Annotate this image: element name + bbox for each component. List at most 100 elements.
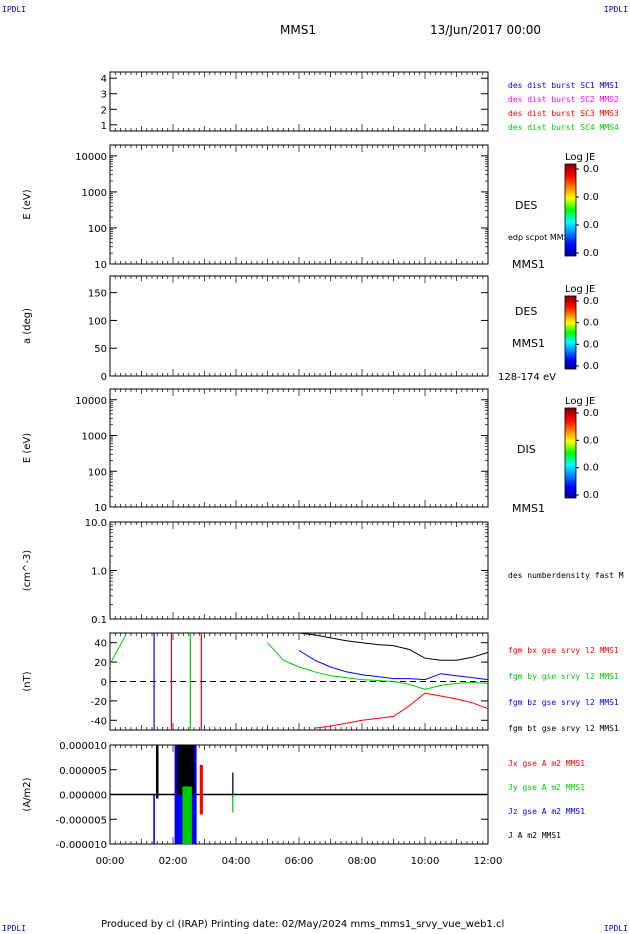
y-tick-label: 2 (101, 105, 107, 116)
colorbar-tick-label: 0.0 (583, 248, 599, 259)
panel-frame-dis_energy (109, 388, 489, 508)
panel-right-label: DIS (517, 443, 536, 456)
corner-label-bottom-left: IPDLI (2, 924, 27, 933)
current-burst (176, 745, 195, 795)
y-tick-label: 10000 (75, 152, 107, 163)
panel-frame-burst (109, 71, 489, 132)
spacecraft-title: MMS1 (280, 23, 316, 37)
y-tick-label: -20 (91, 697, 107, 708)
panel-right-label: DES (515, 305, 537, 318)
y-tick-label: 0 (101, 372, 107, 383)
y-axis-label: E (eV) (22, 433, 33, 463)
legend-entry: des numberdensity fast M (508, 571, 624, 580)
x-tick-label: 02:00 (159, 856, 188, 867)
date-title: 13/Jun/2017 00:00 (430, 23, 542, 37)
colorbar (564, 163, 577, 257)
y-tick-label: 1 (101, 121, 107, 132)
y-tick-label: 0.000005 (59, 766, 107, 777)
footer-credit: Produced by cl (IRAP) Printing date: 02/… (101, 919, 505, 930)
legend-entry: des dist burst SC3 MMS3 (508, 109, 619, 118)
y-axis-label: E (eV) (22, 189, 33, 219)
panel-right-label: MMS1 (512, 258, 545, 271)
y-tick-label: 10 (94, 503, 107, 514)
panel-frame-des_energy (109, 144, 489, 265)
panel-right-label: MMS1 (512, 502, 545, 515)
colorbar-tick-label: 0.0 (583, 164, 599, 175)
y-tick-label: 3 (101, 90, 107, 101)
colorbar-tick-label: 0.0 (583, 192, 599, 203)
legend-entry: fgm bt gse srvy l2 MMS1 (508, 724, 619, 733)
panel-right-label: MMS1 (512, 337, 545, 350)
y-tick-label: -0.000005 (56, 815, 107, 826)
legend-entry: Jz gse A m2 MMS1 (508, 807, 585, 816)
legend-entry: J A m2 MMS1 (508, 831, 561, 840)
current-burst (182, 786, 192, 844)
legend-entry: des dist burst SC4 MMS4 (508, 123, 619, 132)
colorbar-tick-label: 0.0 (583, 220, 599, 231)
series-line-bx (314, 692, 489, 729)
y-tick-label: 0.1 (91, 615, 107, 626)
y-tick-label: 4 (101, 74, 107, 85)
colorbar-title: Log JE (565, 396, 595, 407)
legend-entry: fgm by gse srvy l2 MMS1 (508, 672, 619, 681)
current-burst (232, 794, 234, 813)
x-tick-label: 12:00 (474, 856, 503, 867)
y-tick-label: 10.0 (85, 518, 107, 529)
colorbar-tick-label: 0.0 (583, 339, 599, 350)
colorbar-tick-label: 0.0 (583, 408, 599, 419)
legend-entry: Jy gse A m2 MMS1 (508, 783, 585, 792)
colorbar-tick-label: 0.0 (583, 318, 599, 329)
legend-entry: fgm bx gse srvy l2 MMS1 (508, 646, 619, 655)
y-tick-label: 0 (101, 678, 107, 689)
panel-right-label: 128-174 eV (498, 372, 556, 383)
colorbar-title: Log JE (565, 152, 595, 163)
y-axis-label: a (deg) (22, 308, 33, 344)
x-tick-label: 10:00 (411, 856, 440, 867)
y-tick-label: 150 (88, 289, 107, 300)
panel-right-label: DES (515, 199, 537, 212)
y-tick-label: 1000 (82, 432, 107, 443)
y-tick-label: 10000 (75, 396, 107, 407)
legend-entry: fgm bz gse srvy l2 MMS1 (508, 698, 619, 707)
current-burst (153, 794, 155, 844)
colorbar-tick-label: 0.0 (583, 361, 599, 372)
colorbar-title: Log JE (565, 284, 595, 295)
current-burst (232, 772, 234, 799)
y-tick-label: 20 (94, 658, 107, 669)
panel-frame-des_pitch (109, 275, 489, 377)
panel-frame-density (109, 521, 489, 620)
y-tick-label: 100 (88, 316, 107, 327)
corner-label-bottom-right: IPDLI (603, 924, 628, 933)
x-tick-label: 06:00 (285, 856, 314, 867)
current-burst (199, 765, 203, 815)
colorbar-tick-label: 0.0 (583, 296, 599, 307)
colorbar-tick-label: 0.0 (583, 463, 599, 474)
x-tick-label: 00:00 (96, 856, 125, 867)
y-tick-label: 10 (94, 260, 107, 271)
y-tick-label: -0.000010 (56, 840, 107, 851)
colorbar-tick-label: 0.0 (583, 435, 599, 446)
colorbar (564, 407, 577, 499)
y-tick-label: 100 (88, 224, 107, 235)
panel-right-label: edp scpot MMS1 (508, 233, 574, 242)
legend-entry: des dist burst SC2 MMS2 (508, 95, 619, 104)
y-axis-label: (A/m2) (22, 777, 33, 811)
y-tick-label: 50 (94, 344, 107, 355)
corner-label-top-left: IPDLI (2, 5, 27, 14)
y-tick-label: 40 (94, 639, 107, 650)
y-tick-label: 1000 (82, 188, 107, 199)
colorbar (564, 295, 577, 370)
series-line-bt (298, 632, 489, 661)
y-tick-label: -40 (91, 716, 107, 727)
x-tick-label: 04:00 (222, 856, 251, 867)
x-tick-label: 08:00 (348, 856, 377, 867)
colorbar-tick-label: 0.0 (583, 490, 599, 501)
y-tick-label: 1.0 (91, 567, 107, 578)
legend-entry: Jx gse A m2 MMS1 (508, 759, 585, 768)
series-line-by (109, 634, 489, 690)
y-tick-label: 0.000000 (59, 791, 107, 802)
y-tick-label: 0.000010 (59, 741, 107, 752)
y-tick-label: 100 (88, 467, 107, 478)
series-line-bz (298, 650, 489, 681)
